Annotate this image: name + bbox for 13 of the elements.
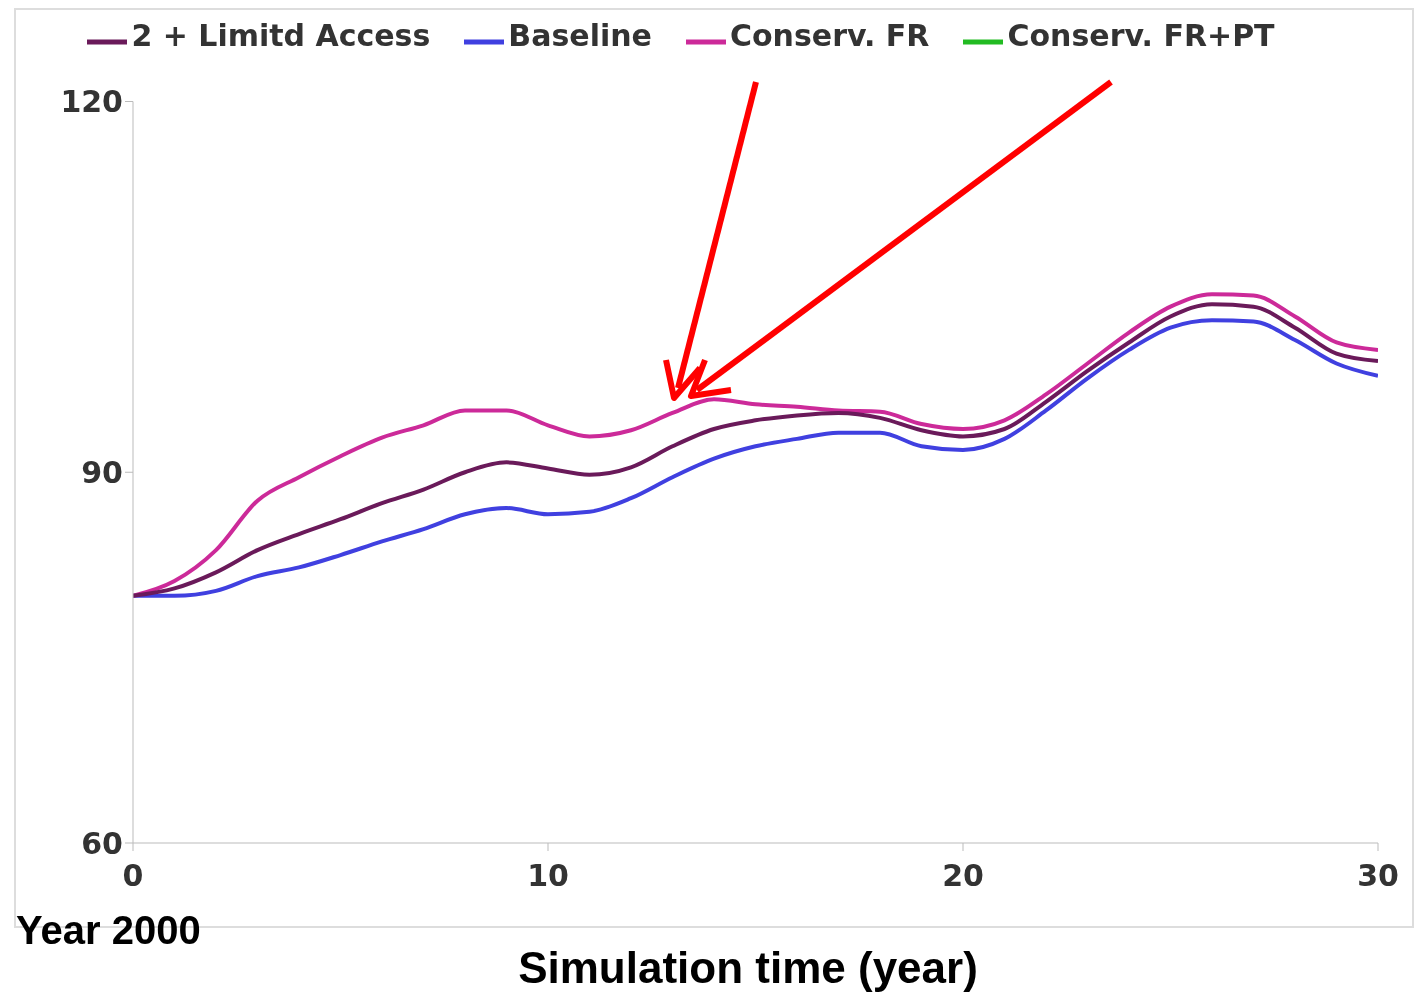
text: Year 2000	[16, 908, 201, 953]
y-tick-label: 60	[81, 825, 123, 861]
legend-label: Baseline	[508, 18, 652, 53]
x-tick-label: 0	[122, 858, 144, 894]
x-tick-label: 20	[942, 858, 984, 894]
x-tick-label: 30	[1357, 858, 1399, 894]
legend-label: Conserv. FR	[729, 18, 930, 53]
legend-label: Conserv. FR+PT	[1007, 18, 1275, 53]
x-tick-label: 10	[527, 858, 569, 894]
x-axis-title: Simulation time (year)	[518, 943, 978, 992]
y-tick-label: 120	[60, 84, 123, 120]
y-tick-label: 90	[81, 454, 123, 490]
legend-label: 2 + Limitd Access	[131, 18, 431, 53]
